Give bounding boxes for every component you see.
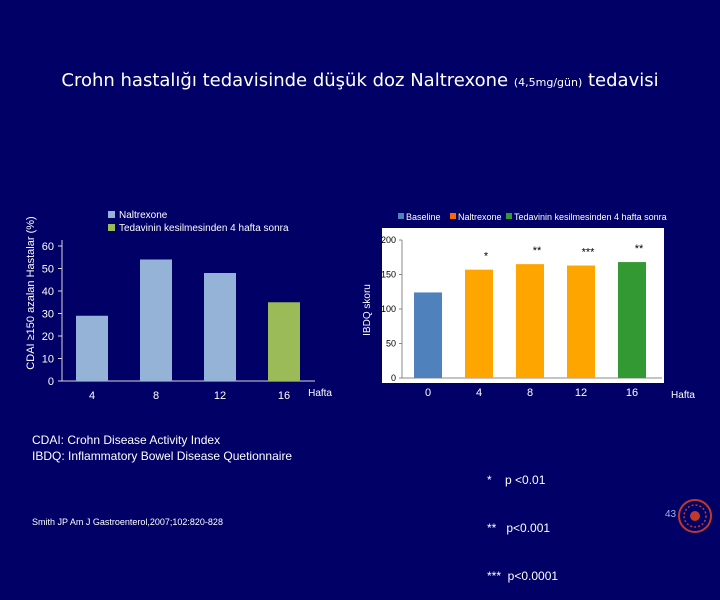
chart2-y-tick-label: 150: [381, 270, 396, 280]
title-tail: tedavisi: [587, 70, 659, 91]
chart1-x-tick-label: 12: [214, 390, 226, 402]
chart2-x-tick-label: 12: [575, 387, 587, 399]
chart2-bar-16: [618, 262, 646, 378]
chart2-legend-label: Naltrexone: [458, 212, 502, 222]
chart2-x-label: Hafta: [671, 390, 695, 401]
title-dose: (4,5mg/gün): [513, 76, 583, 89]
chart2-x-tick-label: 4: [476, 387, 482, 399]
chart1-y-tick-label: 20: [42, 331, 54, 343]
chart2-bar-0: [414, 292, 442, 378]
chart1-bar-8: [140, 259, 172, 381]
chart1-y-tick-label: 0: [48, 376, 54, 388]
chart2-legend-label: Tedavinin kesilmesinden 4 hafta sonra: [514, 212, 667, 222]
chart1-y-tick-label: 40: [42, 286, 54, 298]
chart2-y-tick-label: 0: [391, 373, 396, 383]
chart2-significance-marker: **: [635, 243, 644, 255]
definition-cdai: CDAI: Crohn Disease Activity Index: [32, 433, 221, 447]
chart1-legend-swatch: [108, 211, 115, 218]
chart2-y-label: IBDQ skoru: [362, 284, 373, 336]
chart2-x-tick-label: 8: [527, 387, 533, 399]
chart1-x-tick-label: 8: [153, 390, 159, 402]
chart2-y-tick-label: 100: [381, 304, 396, 314]
reference-citation: Smith JP Am J Gastroenterol,2007;102:820…: [32, 517, 223, 527]
chart2-significance-marker: **: [533, 245, 542, 257]
chart2-y-tick-label: 200: [381, 235, 396, 245]
chart2-bar-12: [567, 265, 595, 378]
chart2-legend-swatch: [398, 213, 404, 219]
chart1-legend-swatch: [108, 224, 115, 231]
chart1-x-tick-label: 16: [278, 390, 290, 402]
significance-legend: * p <0.01 ** p<0.001 *** p<0.0001: [487, 440, 558, 600]
definition-ibdq: IBDQ: Inflammatory Bowel Disease Quetion…: [32, 449, 293, 463]
chart1-x-tick-label: 4: [89, 390, 95, 402]
chart2-bar-4: [465, 269, 493, 378]
significance-3: *** p<0.0001: [487, 569, 559, 583]
chart2-x-tick-label: 16: [626, 387, 638, 399]
chart2-x-tick-label: 0: [425, 387, 431, 399]
chart1-y-tick-label: 30: [42, 309, 54, 321]
chart1-bar-16: [268, 302, 300, 381]
title-main: Crohn hastalığı tedavisinde düşük doz Na…: [61, 70, 509, 91]
chart2-bar-8: [516, 264, 544, 378]
chart2-legend-swatch: [450, 213, 456, 219]
chart2-y-tick-label: 50: [386, 339, 396, 349]
chart1-y-tick-label: 60: [42, 241, 54, 253]
significance-2: ** p<0.001: [487, 521, 551, 535]
chart1-legend-label: Tedavinin kesilmesinden 4 hafta sonra: [119, 223, 289, 234]
chart1-bar-4: [76, 315, 108, 381]
slide-title: Crohn hastalığı tedavisinde düşük doz Na…: [0, 70, 720, 91]
chart2-significance-marker: *: [484, 251, 489, 263]
chart1-legend-label: Naltrexone: [119, 210, 168, 221]
chart1-x-label: Hafta: [308, 388, 332, 399]
chart2-legend-swatch: [506, 213, 512, 219]
significance-1: * p <0.01: [487, 473, 546, 487]
chart1-bar-12: [204, 273, 236, 381]
chart1-y-tick-label: 50: [42, 264, 54, 276]
chart1-y-tick-label: 10: [42, 354, 54, 366]
chart2-significance-marker: ***: [582, 247, 596, 259]
university-seal-logo: [678, 499, 712, 533]
chart1-y-label: CDAI ≥150 azalan Hastalar (%): [25, 216, 37, 369]
chart2-legend-label: Baseline: [406, 212, 441, 222]
abbreviation-definitions: CDAI: Crohn Disease Activity Index IBDQ:…: [32, 432, 292, 464]
page-number: 43: [665, 509, 677, 520]
